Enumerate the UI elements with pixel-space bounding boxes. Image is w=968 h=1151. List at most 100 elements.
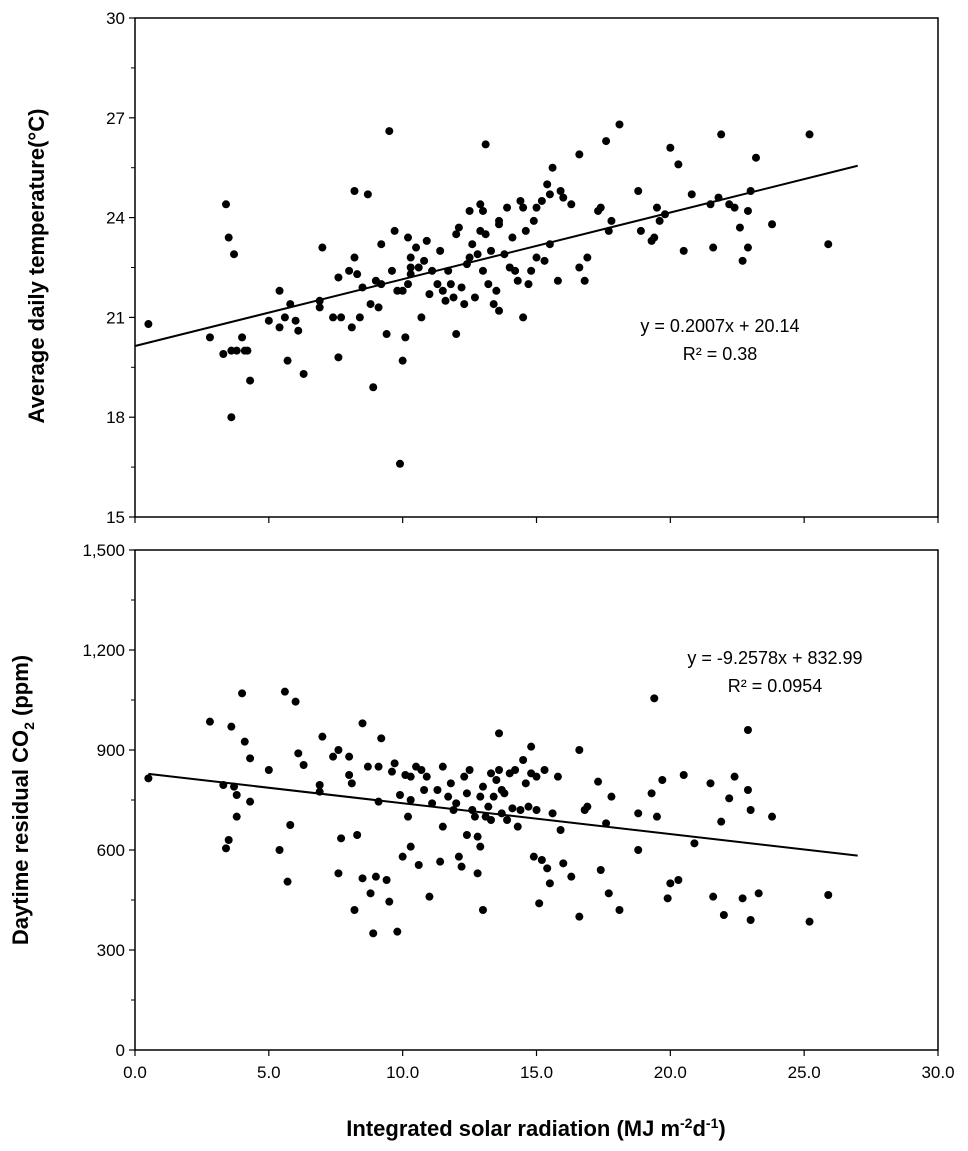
- co2-data-point: [476, 842, 485, 851]
- temperature-data-point: [404, 280, 413, 289]
- temperature-data-point: [527, 266, 536, 275]
- co2-data-point: [634, 846, 643, 854]
- co2-data-point: [425, 892, 434, 901]
- co2-data-point: [805, 917, 814, 926]
- co2-data-point: [433, 786, 442, 794]
- temperature-data-point: [473, 250, 482, 259]
- temperature-r-squared: R² = 0.38: [683, 344, 758, 364]
- temperature-data-point: [446, 280, 455, 289]
- temperature-data-point: [441, 296, 450, 305]
- temperature-data-point: [824, 240, 833, 249]
- co2-data-point: [532, 806, 541, 814]
- co2-data-point: [294, 749, 303, 758]
- co2-data-point: [725, 794, 734, 803]
- co2-data-point: [224, 836, 233, 844]
- co2-data-point: [227, 722, 236, 731]
- co2-x-tick-label: 25.0: [788, 1063, 821, 1082]
- temperature-points: [144, 120, 833, 468]
- co2-data-point: [390, 759, 399, 768]
- co2-data-point: [406, 796, 415, 804]
- temperature-data-point: [492, 286, 501, 295]
- co2-data-point: [652, 812, 661, 821]
- co2-trendline: [148, 772, 858, 857]
- temperature-data-point: [519, 313, 528, 322]
- temperature-data-point: [516, 196, 525, 205]
- co2-y-axis-title: Daytime residual CO2 (ppm): [8, 655, 37, 945]
- temperature-data-point: [219, 349, 228, 358]
- temperature-data-point: [329, 313, 338, 322]
- temperature-data-point: [495, 220, 504, 229]
- co2-data-point: [345, 752, 354, 761]
- temperature-data-point: [666, 143, 675, 152]
- temperature-y-tick-label: 24: [106, 209, 125, 228]
- temperature-data-point: [484, 280, 493, 289]
- co2-data-point: [371, 872, 380, 881]
- co2-data-point: [385, 897, 394, 906]
- temperature-data-point: [420, 256, 429, 265]
- co2-data-point: [719, 911, 728, 919]
- temperature-data-point: [513, 276, 522, 285]
- co2-x-tick-label: 5.0: [257, 1063, 281, 1082]
- co2-y-tick-label: 1,200: [82, 641, 125, 660]
- temperature-trendline-group: [134, 164, 858, 347]
- temperature-y-tick-label: 15: [106, 508, 125, 527]
- co2-data-point: [358, 719, 367, 728]
- co2-data-point: [743, 786, 752, 794]
- co2-data-point: [596, 866, 605, 874]
- co2-data-point: [315, 781, 324, 789]
- co2-data-point: [553, 772, 562, 781]
- temperature-data-point: [470, 293, 479, 302]
- co2-data-point: [540, 766, 549, 774]
- co2-data-point: [246, 754, 255, 763]
- temperature-data-point: [481, 230, 490, 239]
- temperature-data-point: [350, 253, 359, 262]
- temperature-plot-frame: [134, 17, 939, 518]
- temperature-data-point: [374, 303, 383, 312]
- co2-ylabel-main: Daytime residual CO: [8, 730, 33, 945]
- co2-data-point: [452, 799, 461, 808]
- co2-data-point: [545, 879, 554, 888]
- temperature-data-point: [543, 180, 552, 189]
- co2-data-point: [366, 889, 375, 898]
- temperature-data-point: [318, 243, 327, 252]
- temperature-data-point: [735, 223, 744, 232]
- temperature-data-point: [412, 243, 421, 252]
- co2-data-point: [535, 899, 544, 908]
- temperature-data-point: [476, 200, 485, 209]
- co2-data-point: [406, 842, 415, 851]
- temperature-data-point: [291, 316, 300, 325]
- co2-data-point: [350, 906, 359, 914]
- co2-data-point: [567, 872, 576, 881]
- temperature-data-point: [452, 330, 461, 339]
- temperature-data-point: [334, 353, 343, 362]
- temperature-data-point: [232, 346, 241, 355]
- temperature-data-point: [238, 333, 247, 342]
- co2-y-tick-label: 300: [97, 941, 125, 960]
- temperature-data-point: [674, 160, 683, 169]
- co2-data-point: [500, 789, 509, 798]
- temperature-trendline: [134, 164, 858, 347]
- temperature-data-point: [264, 316, 273, 325]
- temperature-data-point: [382, 330, 391, 339]
- co2-data-point: [674, 876, 683, 884]
- co2-data-point: [717, 817, 726, 826]
- temperature-panel: 15 18 21 24 27 30 y = 0.2007x + 20.14 R² = 0.…: [24, 9, 939, 527]
- temperature-data-point: [414, 263, 423, 272]
- co2-data-point: [299, 761, 308, 769]
- co2-equation: y = -9.2578x + 832.99: [687, 648, 862, 668]
- temperature-data-point: [730, 203, 739, 212]
- co2-data-point: [476, 792, 485, 801]
- temperature-data-point: [315, 303, 324, 312]
- co2-data-point: [824, 891, 833, 899]
- co2-data-point: [575, 912, 584, 921]
- co2-ylabel-sub: 2: [21, 722, 37, 730]
- co2-data-point: [473, 832, 482, 841]
- temperature-data-point: [465, 253, 474, 262]
- co2-data-point: [345, 771, 354, 779]
- co2-data-point: [521, 779, 530, 788]
- co2-data-point: [334, 746, 343, 754]
- co2-data-point: [583, 802, 592, 811]
- temperature-data-point: [634, 186, 643, 195]
- xlabel-sup1: -2: [680, 1115, 693, 1131]
